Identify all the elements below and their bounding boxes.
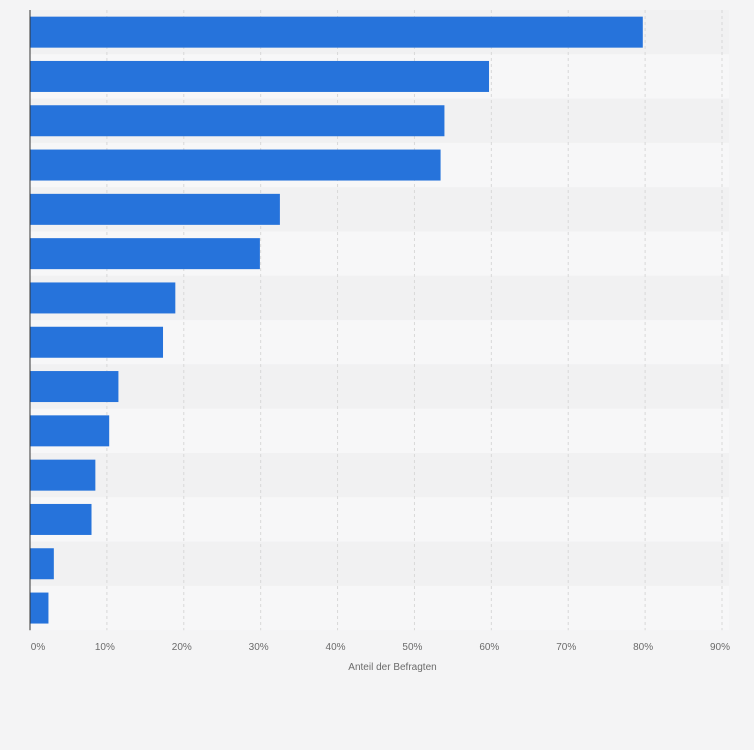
x-axis-ticks: 0% 10% 20% 30% 40% 50% 60% 70% 80% 90% bbox=[31, 642, 730, 653]
x-tick-label: 90% bbox=[710, 642, 730, 653]
bar[interactable] bbox=[30, 149, 441, 181]
bar[interactable] bbox=[30, 503, 92, 535]
x-tick-label: 20% bbox=[172, 642, 192, 653]
row-band bbox=[30, 497, 729, 542]
x-tick-label: 60% bbox=[479, 642, 499, 653]
bar[interactable] bbox=[30, 105, 445, 137]
bar[interactable] bbox=[30, 415, 110, 447]
x-tick-label: 70% bbox=[556, 642, 576, 653]
bar[interactable] bbox=[30, 238, 260, 270]
bar[interactable] bbox=[30, 16, 643, 48]
x-tick-label: 0% bbox=[31, 642, 46, 653]
x-axis-title: Anteil der Befragten bbox=[348, 662, 436, 673]
row-band bbox=[30, 408, 729, 453]
bars bbox=[30, 16, 643, 624]
x-tick-label: 30% bbox=[249, 642, 269, 653]
bar[interactable] bbox=[30, 282, 176, 314]
x-tick-label: 40% bbox=[326, 642, 346, 653]
x-tick-label: 10% bbox=[95, 642, 115, 653]
bar[interactable] bbox=[30, 548, 54, 580]
row-band bbox=[30, 364, 729, 409]
x-tick-label: 50% bbox=[402, 642, 422, 653]
bar[interactable] bbox=[30, 326, 164, 358]
row-band bbox=[30, 453, 729, 498]
bar[interactable] bbox=[30, 193, 280, 225]
row-band bbox=[30, 541, 729, 586]
bar[interactable] bbox=[30, 459, 96, 491]
row-band bbox=[30, 585, 729, 631]
x-tick-label: 80% bbox=[633, 642, 653, 653]
bar[interactable] bbox=[30, 60, 490, 92]
bar[interactable] bbox=[30, 371, 119, 403]
row-bands bbox=[30, 10, 729, 631]
bar[interactable] bbox=[30, 592, 49, 624]
